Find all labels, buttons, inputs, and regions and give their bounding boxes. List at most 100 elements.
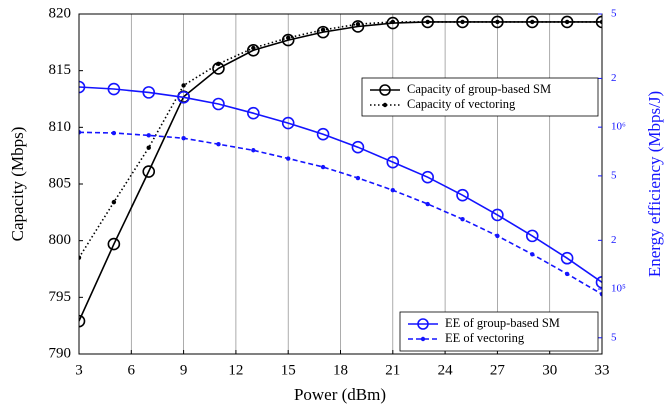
y-tick-label: 810 bbox=[49, 119, 72, 135]
data-point bbox=[142, 86, 156, 99]
data-point bbox=[460, 19, 465, 25]
data-point bbox=[495, 19, 500, 25]
x-tick-label: 18 bbox=[333, 362, 348, 378]
y-tick-label: 790 bbox=[49, 345, 72, 361]
y-tick-label: 820 bbox=[49, 5, 72, 21]
data-point bbox=[351, 20, 365, 33]
data-point bbox=[530, 252, 535, 257]
x-tick-label: 21 bbox=[385, 362, 400, 378]
data-point bbox=[142, 165, 156, 178]
data-point bbox=[355, 175, 361, 181]
series-line bbox=[79, 86, 602, 283]
data-point bbox=[456, 188, 469, 202]
data-point bbox=[216, 61, 221, 67]
data-point bbox=[456, 15, 469, 29]
x-tick-label: 12 bbox=[228, 362, 243, 378]
data-point bbox=[530, 19, 535, 25]
data-point bbox=[495, 233, 500, 239]
data-point bbox=[181, 83, 186, 88]
data-point bbox=[564, 19, 570, 25]
data-point bbox=[599, 291, 602, 297]
y2-tick-label: 2 bbox=[611, 234, 617, 246]
legend-marker bbox=[382, 102, 388, 108]
data-point bbox=[316, 127, 330, 141]
data-point bbox=[386, 16, 400, 30]
data-point bbox=[390, 19, 395, 25]
x-tick-label: 9 bbox=[180, 362, 188, 378]
y-tick-label: 795 bbox=[49, 289, 72, 305]
data-point bbox=[390, 187, 395, 193]
y-tick-label: 800 bbox=[49, 232, 72, 248]
data-point bbox=[146, 133, 151, 138]
legend-label: Capacity of group-based SM bbox=[407, 82, 551, 96]
data-point bbox=[320, 27, 326, 33]
data-point bbox=[286, 156, 291, 161]
x-axis-label: Power (dBm) bbox=[294, 385, 386, 404]
legend-marker bbox=[417, 318, 429, 330]
legend-box bbox=[361, 77, 599, 117]
data-point bbox=[560, 251, 574, 265]
data-point bbox=[564, 271, 570, 277]
legend-marker bbox=[379, 84, 391, 96]
y2-tick-label: 10⁵ bbox=[611, 283, 626, 295]
data-point bbox=[146, 145, 151, 150]
data-point bbox=[595, 276, 602, 289]
x-tick-label: 27 bbox=[490, 362, 506, 378]
grid bbox=[78, 14, 603, 354]
data-point bbox=[355, 22, 361, 27]
plot-area bbox=[79, 15, 602, 328]
x-tick-label: 3 bbox=[75, 362, 83, 378]
data-point bbox=[247, 43, 260, 57]
x-tick-label: 24 bbox=[438, 362, 454, 378]
x-tick-label: 33 bbox=[595, 362, 610, 378]
y2-tick-label: 5 bbox=[611, 8, 617, 20]
legend-marker bbox=[420, 336, 426, 342]
series-line bbox=[79, 21, 602, 259]
data-point bbox=[599, 19, 602, 25]
data-point bbox=[177, 90, 190, 104]
data-point bbox=[421, 170, 434, 184]
y2-tick-label: 10⁶ bbox=[611, 121, 626, 133]
legend-label: EE of group-based SM bbox=[445, 316, 560, 330]
y-tick-label: 815 bbox=[49, 62, 72, 78]
series-line bbox=[79, 131, 602, 295]
data-point bbox=[79, 80, 86, 94]
y2-axis-label: Energy efficiency (Mbps/J) bbox=[645, 91, 664, 277]
axes: 3 6 9 12 15 18 21 24 27 30 33 790 795 800 805 810 815 820… bbox=[49, 5, 627, 378]
y2-tick-label: 2 bbox=[611, 72, 617, 84]
data-point bbox=[320, 164, 326, 170]
x-tick-label: 15 bbox=[281, 362, 296, 378]
x-tick-label: 6 bbox=[128, 362, 136, 378]
x-tick-label: 30 bbox=[542, 362, 557, 378]
data-point bbox=[181, 135, 186, 141]
legend-label: Capacity of vectoring bbox=[407, 97, 516, 111]
data-point bbox=[107, 237, 121, 251]
data-point bbox=[281, 33, 295, 47]
y2-tick-label: 5 bbox=[611, 169, 617, 181]
data-point bbox=[247, 106, 260, 120]
data-point bbox=[107, 82, 121, 96]
data-point bbox=[351, 140, 365, 154]
data-point bbox=[79, 314, 86, 328]
data-point bbox=[251, 148, 256, 153]
y-tick-label: 805 bbox=[49, 175, 72, 191]
data-point bbox=[216, 141, 221, 147]
legend-box bbox=[399, 311, 599, 352]
data-point bbox=[111, 199, 117, 205]
data-point bbox=[425, 19, 430, 25]
y2-tick-label: 5 bbox=[611, 331, 617, 343]
data-point bbox=[491, 208, 504, 222]
data-point bbox=[286, 35, 291, 40]
data-point bbox=[425, 201, 430, 207]
data-point bbox=[316, 25, 330, 39]
data-point bbox=[79, 130, 82, 135]
data-point bbox=[251, 45, 256, 51]
data-point bbox=[525, 229, 539, 243]
legend-label: EE of vectoring bbox=[445, 331, 525, 345]
data-point bbox=[79, 255, 82, 260]
data-point bbox=[281, 116, 295, 130]
data-point bbox=[111, 130, 117, 136]
data-point bbox=[212, 97, 225, 111]
